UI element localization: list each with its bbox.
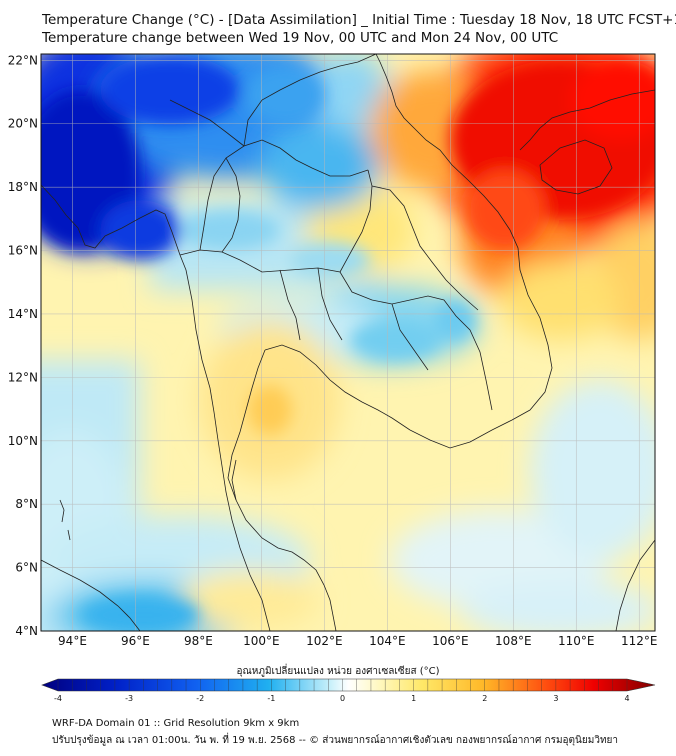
latitude-tick-label: 14°N (8, 307, 38, 321)
longitude-tick-label: 106°E (432, 634, 469, 648)
coastlines-and-borders (41, 54, 655, 631)
colorbar-tick-label: -1 (267, 694, 275, 703)
longitude-tick-label: 112°E (621, 634, 658, 648)
colorbar-tick-label: -3 (125, 694, 133, 703)
longitude-tick-label: 94°E (58, 634, 87, 648)
colorbar-tick-label: 1 (411, 694, 416, 703)
colorbar-tick-label: 0 (340, 694, 345, 703)
latitude-tick-label: 8°N (15, 497, 38, 511)
colorbar-tick-label: 3 (553, 694, 558, 703)
longitude-tick-label: 96°E (121, 634, 150, 648)
credit-line: ปรับปรุงข้อมูล ณ เวลา 01:00น. วัน พ. ที่… (52, 735, 619, 746)
map-title: Temperature Change (°C) - [Data Assimila… (42, 12, 676, 28)
latitude-tick-label: 4°N (15, 624, 38, 638)
latitude-tick-label: 18°N (8, 180, 38, 194)
latitude-axis: 22°N 20°N 18°N 16°N 14°N 12°N 10°N 8°N 6°N 4°N (8, 53, 38, 638)
colorbar-tick-label: 4 (624, 694, 629, 703)
longitude-tick-label: 108°E (495, 634, 532, 648)
latitude-tick-label: 10°N (8, 434, 38, 448)
model-info: WRF-DA Domain 01 :: Grid Resolution 9km … (52, 718, 300, 729)
longitude-tick-label: 98°E (184, 634, 213, 648)
colorbar-tick-label: 2 (482, 694, 487, 703)
temperature-field (41, 54, 655, 631)
map-subtitle: Temperature change between Wed 19 Nov, 0… (42, 30, 559, 46)
latitude-tick-label: 12°N (8, 370, 38, 384)
colorbar: -4 -3 -2 -1 0 1 2 3 4 (41, 678, 656, 703)
longitude-axis: 94°E 96°E 98°E 100°E 102°E 104°E 106°E 108°E 110… (58, 634, 657, 648)
latitude-tick-label: 20°N (8, 117, 38, 131)
latitude-tick-label: 6°N (15, 561, 38, 575)
longitude-tick-label: 102°E (306, 634, 343, 648)
longitude-tick-label: 104°E (369, 634, 406, 648)
colorbar-gradient (41, 678, 656, 692)
latitude-tick-label: 22°N (8, 53, 38, 67)
colorbar-tick-label: -4 (54, 694, 62, 703)
longitude-tick-label: 110°E (558, 634, 595, 648)
colorbar-tick-label: -2 (196, 694, 204, 703)
latitude-tick-label: 16°N (8, 244, 38, 258)
map-frame (40, 53, 656, 632)
colorbar-title: อุณหภูมิเปลี่ยนแปลง หน่วย องศาเซลเซียส (… (236, 666, 440, 677)
longitude-tick-label: 100°E (243, 634, 280, 648)
